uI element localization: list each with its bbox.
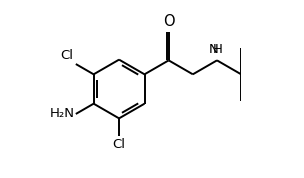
Text: N: N [209,43,219,56]
Text: H: H [213,43,223,56]
Text: Cl: Cl [112,138,126,151]
Text: O: O [163,14,174,29]
Text: H₂N: H₂N [50,108,74,121]
Text: Cl: Cl [61,49,74,62]
